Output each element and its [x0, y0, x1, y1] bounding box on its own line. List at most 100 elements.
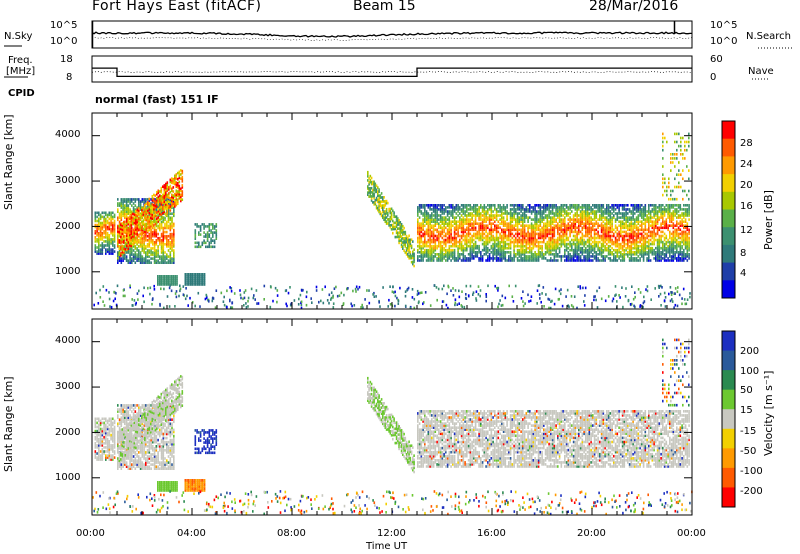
echo-cell	[679, 214, 682, 217]
echo-cell	[110, 248, 112, 251]
echo-cell	[164, 243, 166, 246]
echo-cell	[480, 232, 482, 236]
echo-cell	[620, 212, 622, 215]
echo-cell	[432, 251, 435, 254]
echo-cell	[443, 216, 445, 219]
echo-cell	[106, 225, 109, 229]
echo-cell	[439, 214, 442, 217]
echo-cell	[558, 224, 561, 227]
echo-cell	[94, 213, 97, 217]
echo-cell	[101, 236, 104, 239]
echo-cell	[436, 210, 438, 213]
echo-cell	[614, 204, 617, 207]
echo-cell	[641, 204, 643, 207]
echo-cell	[611, 234, 613, 238]
echo-cell	[180, 187, 182, 191]
echo-cell	[135, 214, 137, 217]
echo-cell	[139, 255, 142, 258]
echo-cell	[132, 212, 134, 216]
echo-cell	[124, 206, 126, 209]
echo-cell	[670, 204, 673, 207]
echo-cell	[148, 216, 151, 219]
echo-cell	[94, 211, 97, 215]
echo-cell	[651, 208, 654, 211]
echo-cell	[108, 250, 111, 253]
echo-cell	[439, 220, 442, 223]
echo-cell	[120, 212, 123, 215]
echo-cell	[516, 248, 519, 252]
echo-cell	[529, 216, 531, 219]
echo-cell	[134, 200, 137, 203]
echo-cell	[117, 259, 119, 262]
echo-cell	[457, 251, 459, 254]
echo-cell	[171, 239, 173, 242]
echo-cell	[474, 240, 477, 244]
echo-cell	[164, 234, 166, 238]
echo-cell	[515, 204, 517, 207]
echo-cell	[420, 240, 423, 244]
echo-cell	[122, 212, 124, 215]
echo-cell	[157, 253, 159, 256]
echo-cell	[113, 213, 116, 217]
echo-cell	[141, 224, 144, 228]
echo-cell	[169, 216, 172, 220]
echo-cell	[136, 208, 139, 212]
echo-cell	[127, 239, 130, 242]
echo-cell	[178, 170, 181, 174]
echo-cell	[171, 218, 173, 222]
echo-cell	[147, 207, 149, 210]
echo-cell	[494, 224, 496, 227]
echo-cell	[646, 210, 648, 213]
echo-cell	[403, 226, 405, 230]
echo-cell	[439, 218, 442, 221]
echo-cell	[432, 214, 435, 217]
echo-cell	[143, 259, 145, 262]
echo-cell	[173, 200, 175, 203]
echo-cell	[439, 216, 442, 219]
echo-cell	[418, 236, 421, 240]
echo-cell	[120, 216, 123, 220]
echo-cell	[125, 216, 128, 220]
echo-cell	[105, 236, 107, 239]
echo-cell	[169, 255, 172, 258]
echo-cell	[429, 242, 431, 246]
echo-cell	[478, 244, 480, 248]
echo-cell	[436, 236, 438, 240]
echo-cell	[439, 204, 442, 207]
echo-cell	[436, 222, 438, 225]
echo-cell	[572, 230, 575, 234]
echo-cell	[541, 210, 543, 213]
echo-cell	[452, 208, 454, 211]
echo-cell	[131, 234, 133, 238]
echo-cell	[441, 206, 444, 209]
echo-cell	[153, 241, 156, 244]
echo-cell	[145, 259, 147, 262]
echo-cell	[167, 220, 170, 224]
echo-cell	[166, 253, 168, 256]
echo-cell	[155, 259, 158, 262]
echo-cell	[425, 216, 428, 219]
echo-cell	[492, 214, 494, 217]
echo-cell	[665, 246, 668, 250]
echo-cell	[641, 220, 643, 223]
echo-cell	[122, 208, 124, 211]
echo-cell	[124, 255, 126, 258]
echo-cell	[127, 200, 130, 203]
echo-cell	[110, 240, 112, 243]
echo-cell	[684, 230, 687, 234]
echo-cell	[94, 246, 97, 249]
echo-cell	[649, 259, 652, 262]
echo-cell	[146, 245, 149, 248]
echo-cell	[445, 253, 447, 256]
echo-cell	[157, 251, 159, 254]
echo-cell	[118, 234, 121, 238]
echo-cell	[672, 230, 675, 234]
echo-cell	[120, 259, 123, 262]
echo-cell	[427, 222, 430, 225]
echo-cell	[98, 252, 100, 255]
echo-cell	[448, 220, 451, 223]
echo-cell	[124, 220, 126, 224]
echo-cell	[438, 214, 440, 217]
echo-cell	[155, 243, 158, 246]
echo-cell	[122, 230, 124, 234]
